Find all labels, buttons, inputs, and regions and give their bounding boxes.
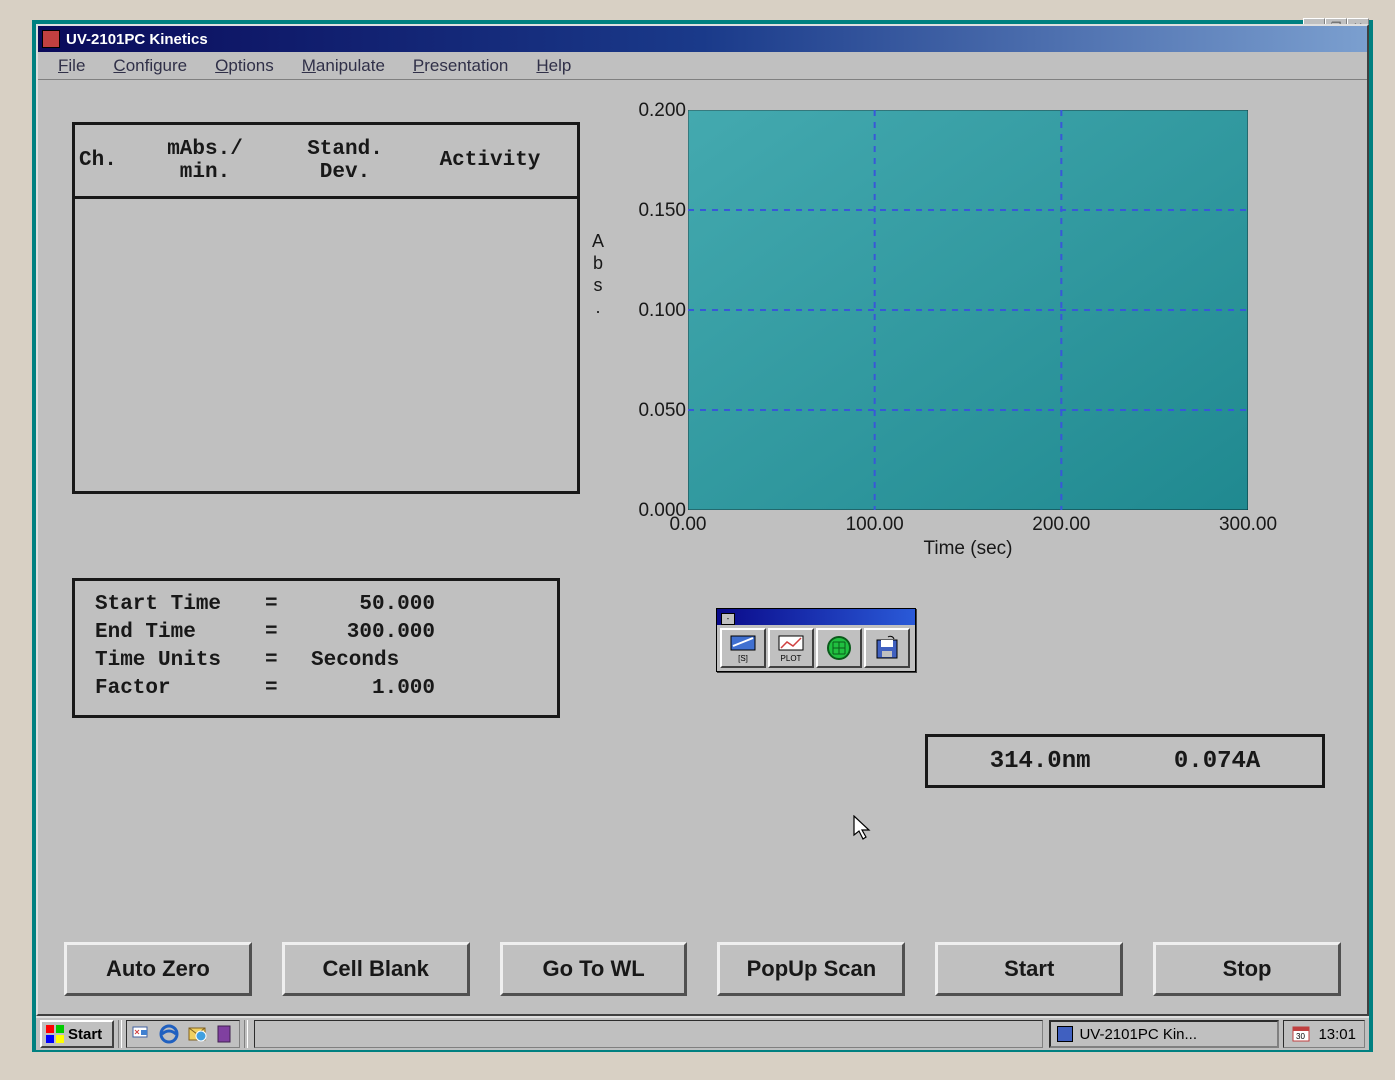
system-tray: 30 13:01 [1283,1020,1365,1048]
end-time-value: 300.000 [295,619,435,647]
readout-box: 314.0nm 0.074A [925,734,1325,788]
menu-options[interactable]: Options [201,54,288,78]
chart-plot-area[interactable] [688,110,1248,510]
y-tick-label: 0.100 [626,300,686,322]
col-mabs: mAbs./ min. [135,138,275,184]
readout-absorbance: 0.074A [1174,748,1260,775]
start-time-value: 50.000 [295,591,435,619]
table-header: Ch. mAbs./ min. Stand. Dev. Activity [75,125,577,199]
windows-flag-icon [46,1025,64,1043]
menu-file[interactable]: File [44,54,99,78]
parameters-box: Start Time = 50.000 End Time = 300.000 T… [72,578,560,718]
outlook-icon[interactable] [187,1024,207,1044]
palette-titlebar[interactable]: - [717,609,915,625]
taskbar-empty-area [254,1020,1043,1048]
tool-palette[interactable]: - [S] PLOT [716,608,916,672]
go-to-wl-button[interactable]: Go To WL [500,942,688,996]
y-tick-label: 0.050 [626,400,686,422]
col-activity: Activity [415,149,565,172]
window-title: UV-2101PC Kinetics [66,31,208,48]
x-axis-label: Time (sec) [688,538,1248,560]
x-tick-label: 0.00 [648,514,728,536]
stop-button[interactable]: Stop [1153,942,1341,996]
y-axis-label: Abs. [588,230,608,318]
kinetics-chart: Abs. 0.0000.0500.1000.1500.200 0.00100.0… [628,110,1268,590]
tool-go-button[interactable] [816,628,862,668]
menu-help[interactable]: Help [522,54,585,78]
app-shortcut-icon[interactable] [215,1024,235,1044]
taskbar-app-item[interactable]: UV-2101PC Kin... [1049,1020,1279,1048]
menu-bar: File Configure Options Manipulate Presen… [38,52,1367,80]
y-tick-label: 0.150 [626,200,686,222]
menu-configure[interactable]: Configure [99,54,201,78]
results-table: Ch. mAbs./ min. Stand. Dev. Activity [72,122,580,494]
taskbar: Start UV-2101PC Kin... 30 13:01 [36,1016,1369,1050]
col-channel: Ch. [75,149,135,172]
taskbar-clock[interactable]: 13:01 [1318,1026,1356,1043]
start-time-label: Start Time [95,591,265,619]
title-bar[interactable]: UV-2101PC Kinetics [38,26,1367,52]
y-tick-label: 0.200 [626,100,686,122]
end-time-label: End Time [95,619,265,647]
factor-label: Factor [95,675,265,703]
svg-text:30: 30 [1296,1032,1305,1041]
main-window: UV-2101PC Kinetics File Configure Option… [36,24,1369,1016]
tray-calendar-icon[interactable]: 30 [1292,1025,1310,1043]
cell-blank-button[interactable]: Cell Blank [282,942,470,996]
desktop-icon[interactable] [131,1024,151,1044]
tool-plot-button[interactable]: PLOT [768,628,814,668]
popup-scan-button[interactable]: PopUp Scan [717,942,905,996]
auto-zero-button[interactable]: Auto Zero [64,942,252,996]
x-tick-label: 200.00 [1021,514,1101,536]
start-button[interactable]: Start [935,942,1123,996]
col-stddev: Stand. Dev. [275,138,415,184]
start-button-taskbar[interactable]: Start [40,1020,114,1048]
app-icon [42,30,60,48]
factor-value: 1.000 [295,675,435,703]
menu-presentation[interactable]: Presentation [399,54,522,78]
menu-manipulate[interactable]: Manipulate [288,54,399,78]
time-units-value: Seconds [295,647,435,675]
tool-save-button[interactable] [864,628,910,668]
tool-timescale-button[interactable]: [S] [720,628,766,668]
x-tick-label: 100.00 [835,514,915,536]
palette-sys-icon[interactable]: - [721,613,735,625]
taskbar-app-icon [1057,1026,1073,1042]
mouse-cursor [853,815,873,850]
x-tick-label: 300.00 [1208,514,1288,536]
quick-launch [126,1020,240,1048]
ie-icon[interactable] [159,1024,179,1044]
readout-wavelength: 314.0nm [990,748,1091,775]
time-units-label: Time Units [95,647,265,675]
